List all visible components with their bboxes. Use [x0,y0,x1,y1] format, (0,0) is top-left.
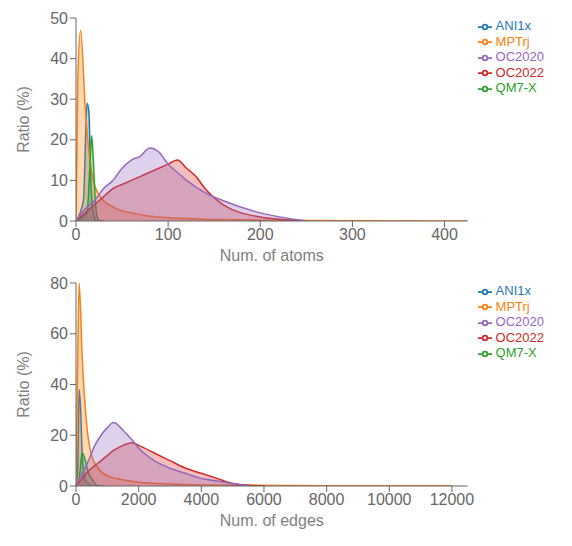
svg-text:6000: 6000 [246,491,282,508]
svg-text:50: 50 [50,10,68,27]
svg-text:60: 60 [50,325,68,342]
svg-text:20: 20 [50,427,68,444]
svg-text:40: 40 [50,50,68,67]
html-text:OC2022: OC2022 [495,64,544,80]
html-text:OC2022: OC2022 [495,329,544,345]
svg-text:100: 100 [155,226,182,243]
html-text:ANI1x: ANI1x [495,18,531,33]
svg-text:400: 400 [431,226,458,243]
svg-text:Ratio (%): Ratio (%) [15,86,32,153]
svg-text:300: 300 [339,226,366,243]
svg-text:2000: 2000 [121,491,157,508]
svg-text:80: 80 [50,275,68,292]
svg-text:8000: 8000 [309,491,345,508]
svg-text:Num. of edges: Num. of edges [220,512,324,529]
svg-text:Ratio (%): Ratio (%) [15,351,32,418]
html-text:ANI1x: ANI1x [495,283,531,298]
html-text:OC2020: OC2020 [495,49,544,65]
svg-text:0: 0 [72,491,81,508]
html-text:MPTrj: MPTrj [495,33,530,49]
svg-text:10: 10 [50,172,68,189]
svg-text:30: 30 [50,91,68,108]
svg-text:10000: 10000 [367,491,412,508]
svg-text:200: 200 [247,226,274,243]
html-text:MPTrj: MPTrj [495,298,530,314]
svg-text:0: 0 [59,478,68,495]
svg-text:0: 0 [72,226,81,243]
svg-text:20: 20 [50,131,68,148]
svg-text:Num. of atoms: Num. of atoms [220,247,324,264]
html-text:QM7-X: QM7-X [495,345,537,361]
html-text:OC2020: OC2020 [495,314,544,330]
svg-text:40: 40 [50,376,68,393]
svg-text:12000: 12000 [430,491,475,508]
svg-text:4000: 4000 [184,491,220,508]
html-text:QM7-X: QM7-X [495,80,537,96]
svg-text:0: 0 [59,213,68,230]
